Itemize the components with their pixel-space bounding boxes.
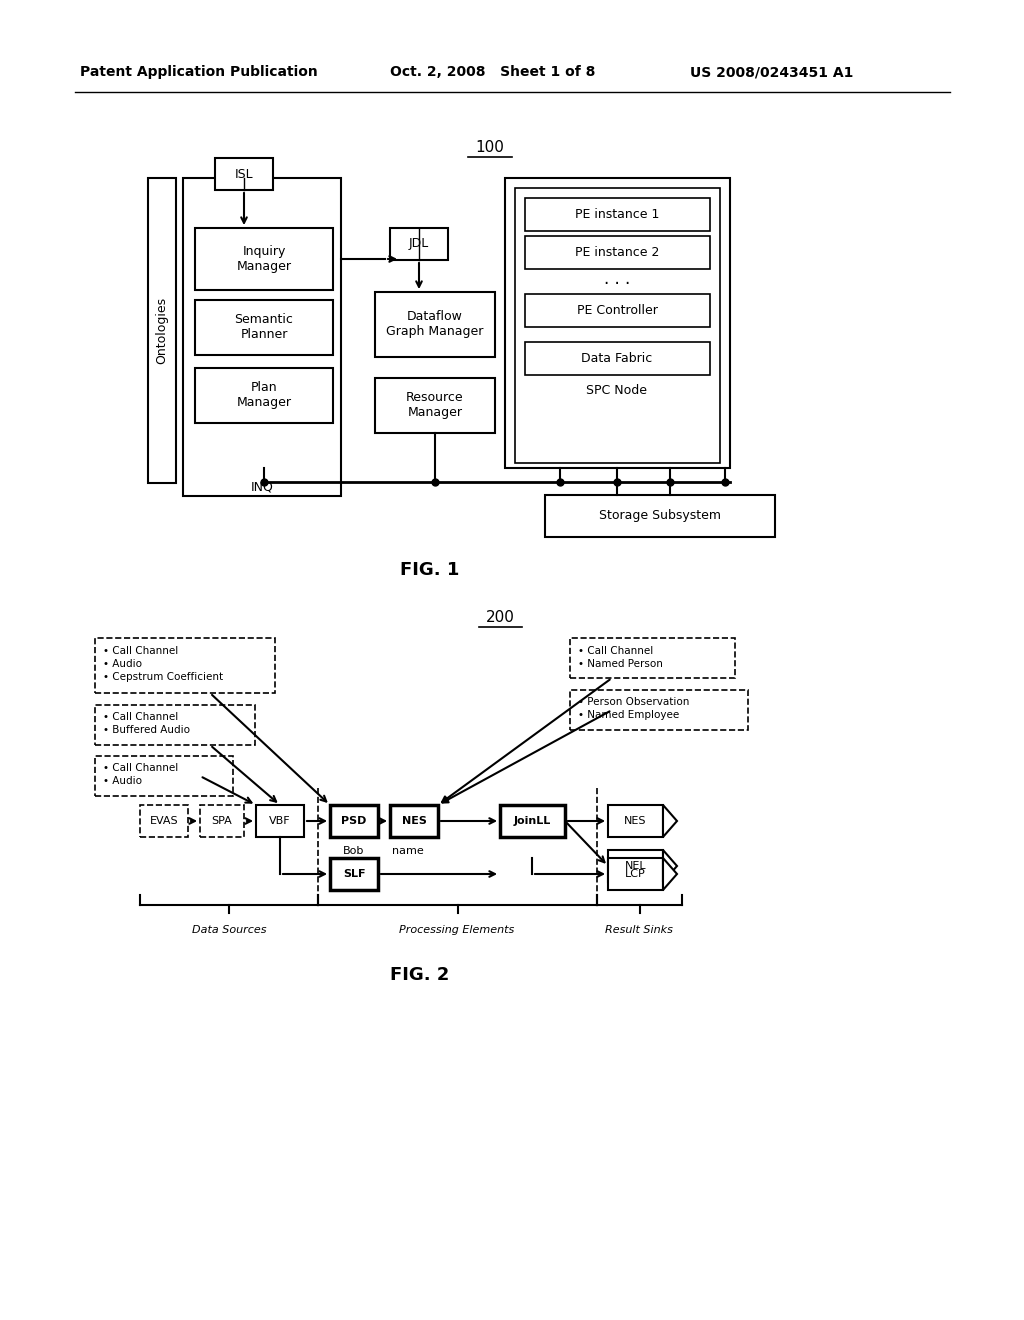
Bar — [390, 805, 438, 837]
Text: Plan
Manager: Plan Manager — [237, 381, 292, 409]
Text: SPA: SPA — [212, 816, 232, 826]
Text: JoinLL: JoinLL — [513, 816, 551, 826]
Text: VBF: VBF — [269, 816, 291, 826]
Bar — [95, 705, 255, 744]
Text: • Buffered Audio: • Buffered Audio — [103, 725, 190, 735]
Polygon shape — [663, 850, 677, 882]
Text: JDL: JDL — [409, 238, 429, 251]
Text: Resource
Manager: Resource Manager — [407, 391, 464, 418]
Text: SPC Node: SPC Node — [587, 384, 647, 396]
Text: NES: NES — [401, 816, 426, 826]
Text: • Call Channel: • Call Channel — [578, 645, 653, 656]
Text: Processing Elements: Processing Elements — [399, 925, 515, 935]
Text: INQ: INQ — [251, 480, 273, 494]
Text: Dataflow
Graph Manager: Dataflow Graph Manager — [386, 310, 483, 338]
Text: Patent Application Publication: Patent Application Publication — [80, 65, 317, 79]
Polygon shape — [663, 805, 677, 837]
Text: PSD: PSD — [341, 816, 367, 826]
Text: • Cepstrum Coefficient: • Cepstrum Coefficient — [103, 672, 223, 682]
Bar — [608, 850, 663, 882]
Text: Inquiry
Manager: Inquiry Manager — [237, 246, 292, 273]
Text: • Named Employee: • Named Employee — [578, 710, 679, 719]
Text: Data Fabric: Data Fabric — [582, 351, 652, 364]
Bar — [525, 198, 710, 231]
Text: SLF: SLF — [343, 869, 366, 879]
Text: 200: 200 — [485, 610, 514, 626]
Bar — [256, 805, 304, 837]
Bar — [375, 378, 495, 433]
Text: Bob: Bob — [343, 846, 365, 855]
Polygon shape — [663, 858, 677, 890]
Text: Result Sinks: Result Sinks — [605, 925, 673, 935]
Bar — [330, 805, 378, 837]
Text: US 2008/0243451 A1: US 2008/0243451 A1 — [690, 65, 853, 79]
Text: • Named Person: • Named Person — [578, 659, 663, 669]
Text: Data Sources: Data Sources — [191, 925, 266, 935]
Text: • Call Channel: • Call Channel — [103, 763, 178, 774]
Text: FIG. 2: FIG. 2 — [390, 966, 450, 983]
Text: NES: NES — [625, 816, 647, 826]
Text: • Audio: • Audio — [103, 659, 142, 669]
Bar — [195, 368, 333, 422]
Bar — [525, 342, 710, 375]
Bar — [215, 158, 273, 190]
Bar — [525, 236, 710, 269]
Text: Ontologies: Ontologies — [156, 297, 169, 363]
Bar — [183, 178, 341, 496]
Bar — [608, 805, 663, 837]
Bar — [570, 690, 748, 730]
Bar — [390, 228, 449, 260]
Text: FIG. 1: FIG. 1 — [400, 561, 460, 579]
Bar — [375, 292, 495, 356]
Text: · · ·: · · · — [604, 275, 630, 293]
Text: • Call Channel: • Call Channel — [103, 645, 178, 656]
Text: • Audio: • Audio — [103, 776, 142, 785]
Bar — [608, 858, 663, 890]
Bar — [330, 858, 378, 890]
Bar — [515, 187, 720, 463]
Text: LCP: LCP — [625, 869, 646, 879]
Bar — [95, 756, 233, 796]
Text: Semantic
Planner: Semantic Planner — [234, 313, 294, 341]
Bar — [95, 638, 275, 693]
Text: ISL: ISL — [234, 168, 253, 181]
Bar — [200, 805, 244, 837]
Text: NEL: NEL — [625, 861, 646, 871]
Bar — [140, 805, 188, 837]
Text: name: name — [392, 846, 424, 855]
Text: PE Controller: PE Controller — [577, 304, 657, 317]
Bar — [570, 638, 735, 678]
Bar — [525, 294, 710, 327]
Bar — [500, 805, 565, 837]
Bar — [505, 178, 730, 469]
Bar — [148, 178, 176, 483]
Text: • Call Channel: • Call Channel — [103, 711, 178, 722]
Text: Storage Subsystem: Storage Subsystem — [599, 510, 721, 523]
Bar — [195, 300, 333, 355]
Bar — [195, 228, 333, 290]
Text: PE instance 1: PE instance 1 — [574, 207, 659, 220]
Text: • Person Observation: • Person Observation — [578, 697, 689, 708]
Bar — [545, 495, 775, 537]
Text: PE instance 2: PE instance 2 — [574, 246, 659, 259]
Text: 100: 100 — [475, 140, 505, 156]
Text: Oct. 2, 2008   Sheet 1 of 8: Oct. 2, 2008 Sheet 1 of 8 — [390, 65, 595, 79]
Text: EVAS: EVAS — [150, 816, 178, 826]
